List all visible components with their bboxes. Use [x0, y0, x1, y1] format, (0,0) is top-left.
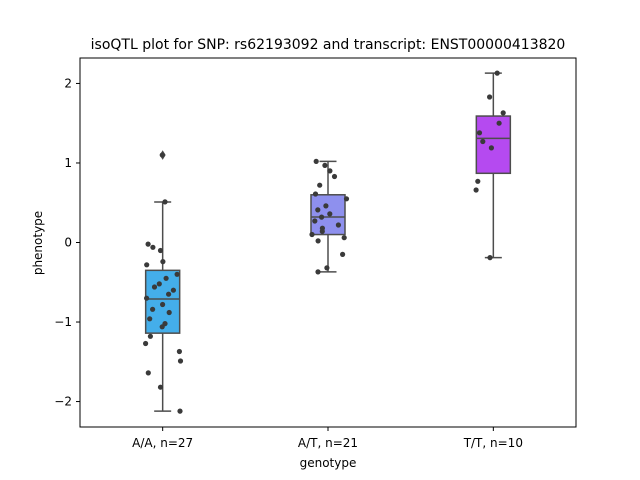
data-point — [162, 199, 168, 205]
y-axis-label: phenotype — [31, 211, 45, 275]
data-point — [312, 218, 318, 224]
data-point — [156, 281, 162, 287]
data-point — [324, 265, 330, 271]
data-point — [488, 145, 494, 151]
data-point — [475, 178, 481, 184]
data-point — [177, 358, 184, 364]
data-point — [331, 173, 338, 180]
x-tick-label: A/T, n=21 — [298, 436, 358, 450]
data-point — [473, 187, 479, 193]
x-tick-label: T/T, n=10 — [463, 436, 523, 450]
data-point — [312, 191, 319, 197]
data-point — [313, 158, 319, 164]
data-point — [319, 214, 325, 220]
data-point — [174, 271, 180, 277]
data-point — [143, 340, 149, 347]
data-point — [177, 408, 183, 414]
data-point — [315, 269, 321, 275]
x-axis-label: genotype — [300, 456, 357, 470]
data-point — [322, 162, 328, 168]
y-tick-label: −2 — [54, 395, 72, 409]
y-tick-label: −1 — [54, 315, 72, 329]
x-axis: A/A, n=27 A/T, n=21 T/T, n=10 — [132, 427, 523, 450]
data-point — [145, 241, 151, 247]
data-point — [151, 284, 158, 290]
data-point — [159, 324, 165, 330]
data-point — [163, 275, 169, 281]
chart-title: isoQTL plot for SNP: rs62193092 and tran… — [91, 37, 566, 53]
data-point — [341, 235, 347, 241]
data-point — [315, 238, 321, 244]
data-point — [166, 291, 172, 297]
y-tick-label: 1 — [64, 156, 72, 170]
data-point — [160, 259, 166, 265]
data-point — [340, 251, 346, 257]
data-point — [159, 152, 165, 158]
iqr-box — [475, 115, 512, 175]
data-point — [476, 130, 483, 136]
data-point — [323, 203, 329, 209]
data-point — [496, 120, 502, 126]
box-group — [475, 72, 512, 259]
data-point — [309, 231, 315, 238]
data-point — [145, 370, 151, 376]
data-point — [144, 295, 150, 301]
y-tick-label: 2 — [64, 76, 72, 90]
data-point — [147, 333, 153, 339]
x-tick-label: A/A, n=27 — [132, 436, 193, 450]
points-layer — [143, 70, 506, 414]
data-point — [317, 182, 323, 188]
data-point — [150, 306, 156, 312]
data-point — [147, 316, 153, 322]
data-point — [487, 255, 493, 261]
data-point — [157, 247, 164, 254]
data-point — [500, 110, 506, 116]
data-point — [170, 287, 176, 293]
data-point — [480, 138, 486, 145]
data-point — [150, 244, 156, 250]
data-point — [327, 211, 333, 217]
data-point — [335, 222, 341, 228]
data-point — [157, 384, 164, 390]
data-point — [160, 301, 166, 308]
data-point — [319, 228, 325, 234]
data-point — [144, 262, 150, 268]
data-point — [343, 196, 350, 202]
data-point — [176, 348, 182, 355]
data-point — [315, 207, 321, 213]
y-axis: −2 −1 0 1 2 — [54, 76, 80, 409]
data-point — [487, 94, 493, 100]
y-tick-label: 0 — [64, 236, 72, 250]
data-point — [166, 309, 172, 316]
data-point — [494, 70, 500, 76]
data-point — [327, 168, 333, 174]
